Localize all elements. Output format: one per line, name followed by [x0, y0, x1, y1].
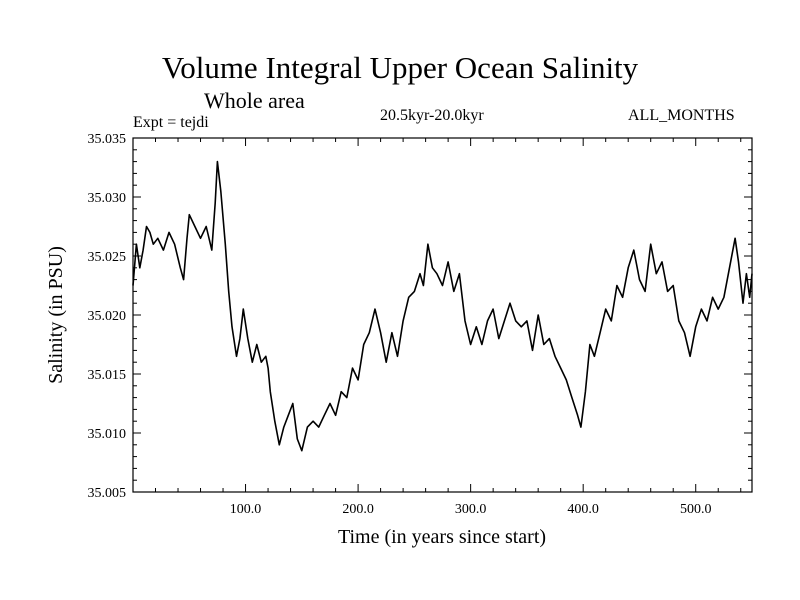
axis-ticks	[133, 138, 752, 492]
y-tick-label: 35.010	[88, 427, 127, 442]
x-tick-label: 400.0	[567, 502, 599, 517]
y-tick-label: 35.035	[88, 132, 127, 147]
experiment-label: Expt = tejdi	[133, 114, 209, 131]
months-label: ALL_MONTHS	[628, 107, 735, 124]
x-tick-label: 300.0	[455, 502, 487, 517]
chart-title: Volume Integral Upper Ocean Salinity	[161, 50, 639, 85]
plot-frame	[132, 137, 753, 493]
axis-tick-labels: 100.0 200.0 300.0 400.0 500.0 35.005 35.010 35.…	[88, 132, 712, 517]
period-label: 20.5kyr-20.0kyr	[380, 107, 484, 124]
y-tick-label: 35.005	[88, 486, 127, 501]
y-tick-label: 35.030	[88, 191, 127, 206]
y-tick-label: 35.015	[88, 368, 127, 383]
salinity-series-line	[132, 160, 753, 452]
x-tick-label: 500.0	[680, 502, 712, 517]
x-tick-label: 100.0	[230, 502, 262, 517]
y-tick-label: 35.025	[88, 250, 127, 265]
chart-subtitle: Whole area	[204, 88, 305, 113]
x-axis-label: Time (in years since start)	[338, 526, 546, 548]
x-tick-label: 200.0	[342, 502, 374, 517]
y-axis-label: Salinity (in PSU)	[45, 246, 67, 384]
y-tick-label: 35.020	[88, 309, 127, 324]
